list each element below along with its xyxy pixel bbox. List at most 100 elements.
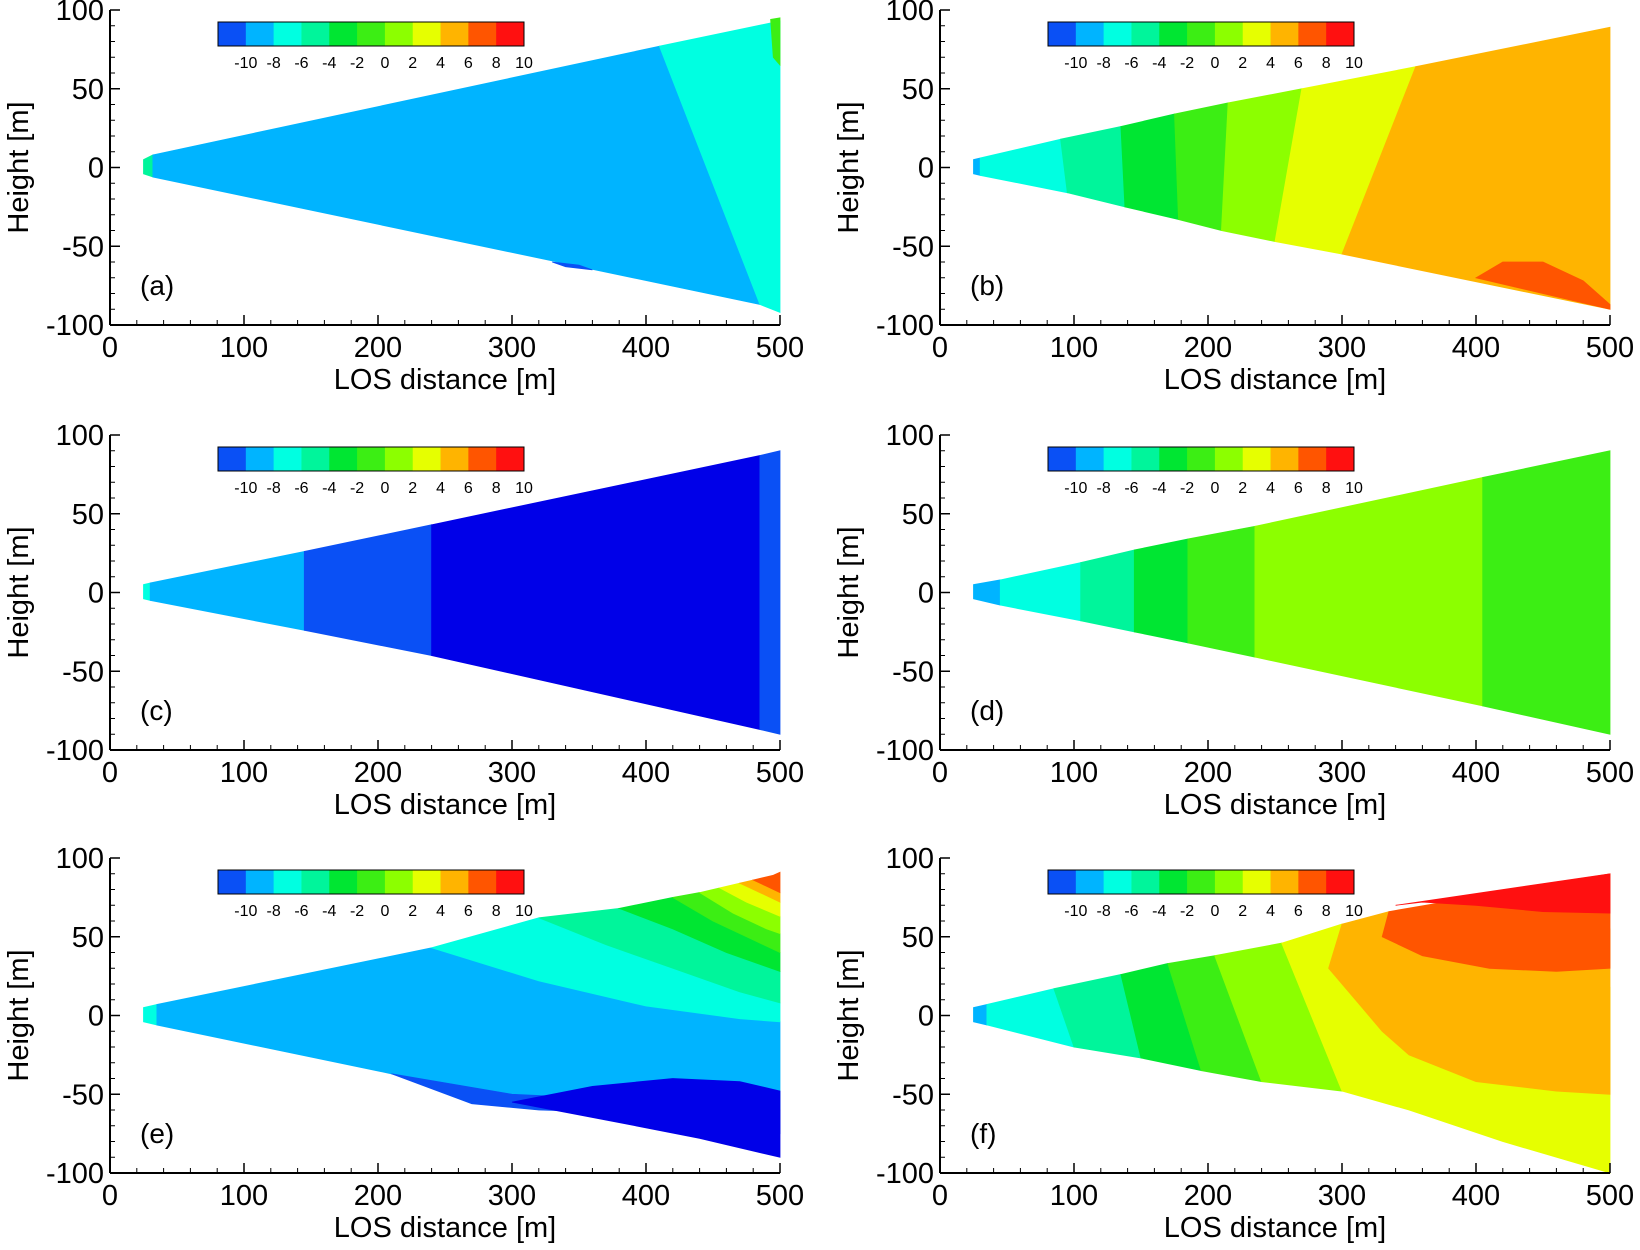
colorbar-bin xyxy=(1242,22,1272,46)
colorbar-bin xyxy=(468,447,497,471)
colorbar-tick-label: 4 xyxy=(436,480,445,497)
x-tick-label: 300 xyxy=(1318,757,1366,789)
y-tick-label: -50 xyxy=(62,231,104,263)
colorbar-tick-label: -6 xyxy=(294,903,308,920)
colorbar-tick-label: 0 xyxy=(380,55,389,72)
x-tick-label: 0 xyxy=(932,332,948,364)
colorbar-tick-label: 4 xyxy=(1266,55,1275,72)
colorbar-tick-label: 0 xyxy=(1210,55,1219,72)
colorbar: -10 -8 -6 -4 -2 0 2 4 6 8 10 xyxy=(1047,869,1363,920)
colorbar-bin xyxy=(496,447,525,471)
x-tick-label: 0 xyxy=(932,1180,948,1212)
y-tick-label: 50 xyxy=(902,922,934,954)
colorbar: -10 -8 -6 -4 -2 0 2 4 6 8 10 xyxy=(217,869,533,920)
colorbar-bin xyxy=(1214,447,1244,471)
y-tick-label: -100 xyxy=(876,1158,934,1190)
colorbar-tick-label: -4 xyxy=(322,480,336,497)
colorbar-tick-label: 8 xyxy=(492,480,501,497)
colorbar-bin xyxy=(1048,447,1077,471)
colorbar-tick-label: -10 xyxy=(234,480,257,497)
x-tick-label: 200 xyxy=(354,332,402,364)
y-tick-label: -50 xyxy=(62,1079,104,1111)
x-tick-label: 200 xyxy=(354,1180,402,1212)
y-tick-label: -100 xyxy=(876,735,934,767)
colorbar-bin xyxy=(1075,22,1105,46)
y-tick-label: 0 xyxy=(918,1001,934,1033)
panel-label: (e) xyxy=(140,1118,174,1149)
colorbar-tick-label: 4 xyxy=(436,903,445,920)
panel-label: (c) xyxy=(140,695,173,726)
colorbar-bin xyxy=(1131,22,1160,46)
x-tick-label: 400 xyxy=(622,1180,670,1212)
colorbar-tick-label: 2 xyxy=(1238,480,1247,497)
x-tick-label: 300 xyxy=(488,332,536,364)
colorbar-tick-label: 2 xyxy=(1238,903,1247,920)
contour-region-group xyxy=(973,873,1611,1174)
y-tick-label: 50 xyxy=(72,922,104,954)
y-tick-label: 100 xyxy=(56,843,104,875)
x-tick-label: 100 xyxy=(220,757,268,789)
y-tick-label: 100 xyxy=(886,843,934,875)
colorbar-tick-label: -2 xyxy=(1180,903,1194,920)
colorbar-bin xyxy=(301,870,330,894)
colorbar-tick-label: 4 xyxy=(1266,903,1275,920)
contour-region xyxy=(770,17,781,67)
colorbar-bin xyxy=(468,870,497,894)
colorbar-frame xyxy=(217,446,525,472)
colorbar-bin xyxy=(1187,22,1216,46)
colorbar-tick-label: -10 xyxy=(1064,55,1087,72)
x-tick-label: 200 xyxy=(354,757,402,789)
contour-region xyxy=(1474,261,1611,310)
colorbar-tick-label: -6 xyxy=(1124,55,1138,72)
colorbar-bin xyxy=(301,447,330,471)
colorbar-bin xyxy=(1326,870,1355,894)
colorbar-bin xyxy=(496,870,525,894)
colorbar-tick-label: 2 xyxy=(408,480,417,497)
colorbar-tick-label: 10 xyxy=(515,55,533,72)
y-axis-label: Height [m] xyxy=(833,526,865,658)
colorbar-bin xyxy=(218,870,247,894)
contour-region xyxy=(979,138,1068,194)
contour-region xyxy=(552,261,593,271)
y-tick-label: 0 xyxy=(918,578,934,610)
y-tick-label: 50 xyxy=(72,499,104,531)
x-tick-label: 200 xyxy=(1184,757,1232,789)
colorbar-bin xyxy=(1242,870,1272,894)
colorbar-bin xyxy=(1159,22,1188,46)
y-tick-label: 50 xyxy=(902,499,934,531)
colorbar-bin xyxy=(384,22,414,46)
colorbar-tick-label: -4 xyxy=(1152,903,1166,920)
y-tick-label: 0 xyxy=(918,153,934,185)
colorbar-bin xyxy=(440,22,469,46)
colorbar-tick-label: 6 xyxy=(1294,480,1303,497)
contour-region xyxy=(1080,549,1135,633)
colorbar-bin xyxy=(273,870,302,894)
colorbar-bin xyxy=(1075,870,1105,894)
colorbar-bin xyxy=(412,447,442,471)
colorbar-tick-label: -8 xyxy=(1097,480,1111,497)
colorbar-frame xyxy=(1047,446,1355,472)
x-tick-label: 400 xyxy=(622,757,670,789)
colorbar-tick-label: -10 xyxy=(1064,903,1087,920)
colorbar-tick-label: 2 xyxy=(408,55,417,72)
y-tick-label: -100 xyxy=(46,735,104,767)
contour-region xyxy=(152,45,761,306)
x-axis-label: LOS distance [m] xyxy=(334,1212,556,1244)
colorbar-bin xyxy=(1103,870,1132,894)
colorbar-tick-label: -2 xyxy=(1180,55,1194,72)
colorbar-tick-label: -4 xyxy=(1152,480,1166,497)
colorbar-tick-label: -8 xyxy=(267,480,281,497)
colorbar-bin xyxy=(412,22,442,46)
colorbar-tick-label: 8 xyxy=(1322,480,1331,497)
colorbar-tick-label: 10 xyxy=(515,480,533,497)
colorbar-bin xyxy=(384,447,414,471)
x-tick-label: 300 xyxy=(488,757,536,789)
colorbar-bin xyxy=(384,870,414,894)
colorbar-tick-label: -6 xyxy=(294,55,308,72)
x-axis-label: LOS distance [m] xyxy=(334,789,556,821)
colorbar-tick-label: 2 xyxy=(1238,55,1247,72)
